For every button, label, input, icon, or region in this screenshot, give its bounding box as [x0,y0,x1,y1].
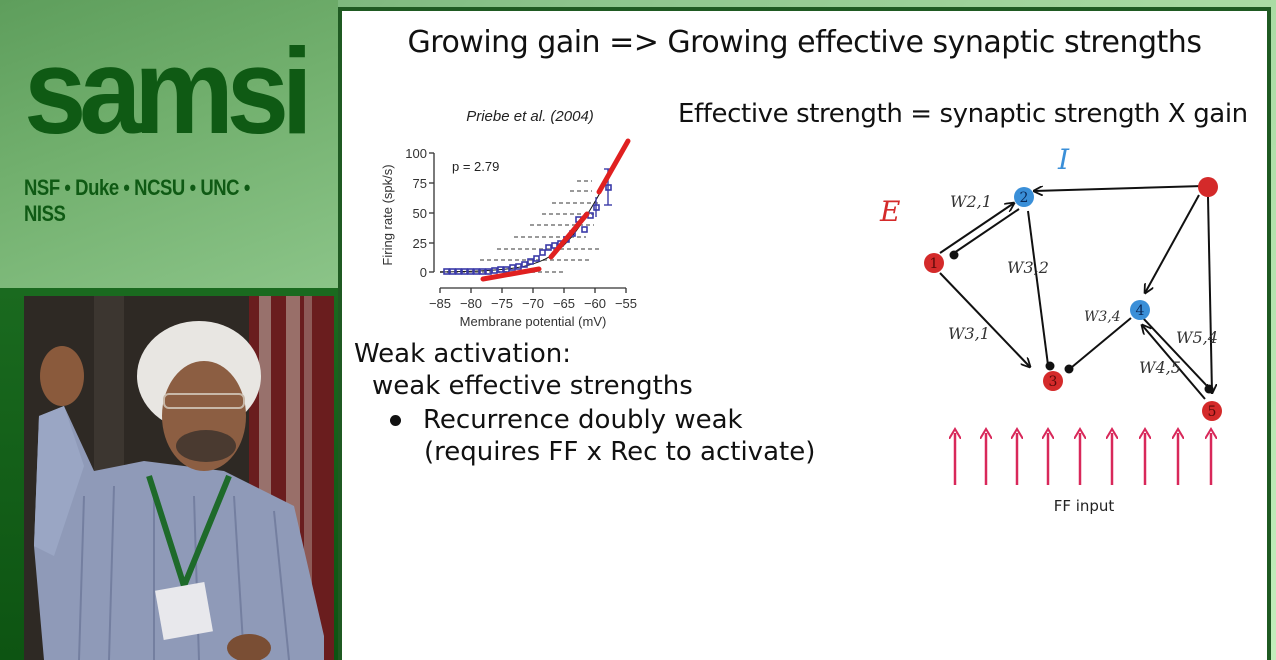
bullet-text: Recurrence doubly weak [423,405,743,435]
node-2 [1014,187,1034,207]
svg-text:−70: −70 [522,296,544,311]
label-E: E [879,195,900,228]
svg-text:5: 5 [1208,404,1217,420]
svg-text:−80: −80 [460,296,482,311]
svg-text:−60: −60 [584,296,606,311]
bullet-item: Recurrence doubly weak [390,405,815,435]
chart-title: Priebe et al. (2004) [466,108,594,125]
samsi-logo-panel: samsi NSF • Duke • NCSU • UNC • NISS [0,0,338,288]
weight-w21: W2,1 [950,192,992,211]
weight-w34: W3,4 [1084,309,1121,325]
speaker-video [24,296,334,660]
svg-text:2: 2 [1020,190,1029,206]
svg-text:−55: −55 [615,296,637,311]
body-line-1: Weak activation: [354,339,571,369]
svg-text:100: 100 [405,146,427,161]
samsi-logo: samsi [24,23,313,159]
svg-text:1: 1 [930,256,939,272]
chart-ylabel: Firing rate (spk/s) [380,164,395,265]
network-diagram: E I [862,135,1272,525]
node-5 [1202,401,1222,421]
svg-text:25: 25 [413,236,427,251]
slide-body: Weak activation: weak effective strength… [354,339,815,467]
speaker-image [24,296,334,660]
effective-strength-equation: Effective strength = synaptic strength X… [678,99,1248,129]
svg-text:−65: −65 [553,296,575,311]
weight-w32: W3,2 [1007,258,1049,277]
bullet-continuation: (requires FF x Rec to activate) [424,437,816,467]
bullet-icon [390,414,401,426]
node-4 [1130,300,1150,320]
svg-text:−85: −85 [429,296,451,311]
weight-w31: W3,1 [948,324,990,343]
logo-partners: NSF • Duke • NCSU • UNC • NISS [24,175,250,226]
svg-text:3: 3 [1049,374,1058,390]
slide: Growing gain => Growing effective synapt… [338,7,1271,660]
node-unlabeled [1198,177,1218,197]
chart-annotation: p = 2.79 [452,159,499,174]
svg-text:0: 0 [420,265,427,280]
weight-w54: W5,4 [1176,328,1218,347]
label-I: I [1057,143,1070,176]
firing-rate-chart: Priebe et al. (2004) 100 75 50 25 0 Firing … [372,97,657,337]
speaker-video-frame [0,288,340,660]
svg-text:−75: −75 [491,296,513,311]
slide-title: Growing gain => Growing effective synapt… [407,25,1202,60]
svg-text:50: 50 [413,206,427,221]
node-1 [924,253,944,273]
chart-xlabel: Membrane potential (mV) [460,314,607,329]
svg-text:75: 75 [413,176,427,191]
weight-w45: W4,5 [1139,358,1181,377]
body-line-2: weak effective strengths [372,371,693,401]
node-3 [1043,371,1063,391]
svg-text:4: 4 [1136,303,1145,319]
ff-input-label: FF input [1054,497,1115,515]
